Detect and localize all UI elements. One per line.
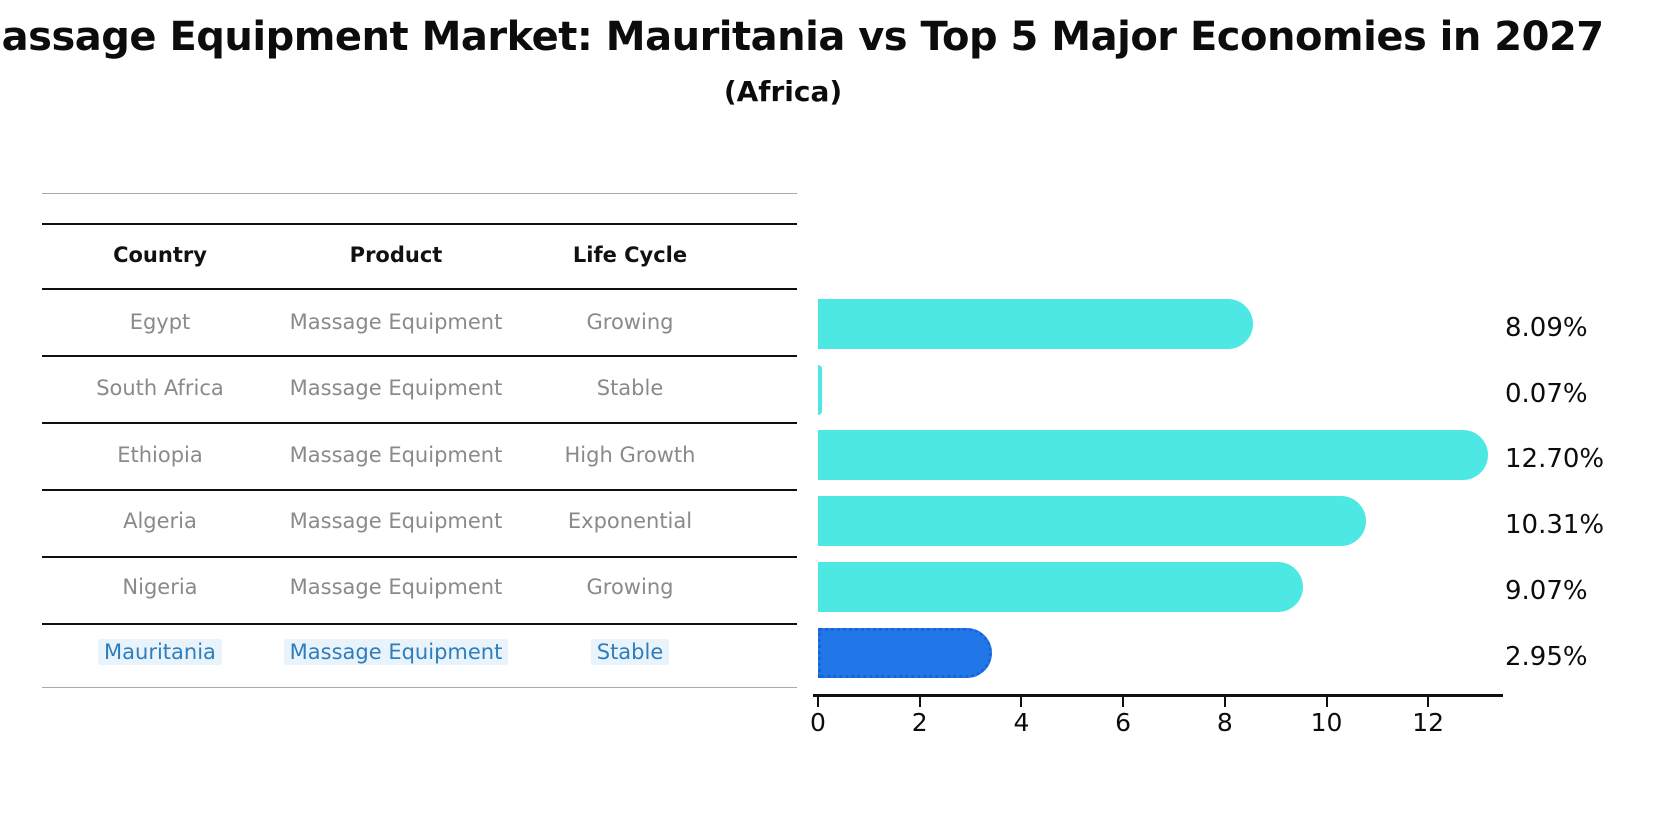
bar-highlight [818, 628, 992, 678]
x-axis-line [813, 694, 1503, 697]
table-cell-country: Nigeria [122, 575, 198, 599]
table-cell-product: Massage Equipment [289, 443, 503, 467]
table-separator-line [42, 556, 797, 558]
table-cell-product: Massage Equipment [289, 509, 503, 533]
x-axis-tick-label: 12 [1412, 708, 1445, 737]
x-axis-tick-mark [1122, 696, 1125, 707]
table-cell-country: Egypt [129, 310, 191, 334]
table-cell-product: Massage Equipment [289, 575, 503, 599]
table-separator-line [42, 223, 797, 225]
x-axis-tick-mark [1427, 696, 1430, 707]
x-axis-tick-mark [1223, 696, 1226, 707]
bar [818, 430, 1488, 480]
x-axis-tick-mark [1325, 696, 1328, 707]
table-cell-country: Mauritania [30, 636, 290, 668]
x-axis-tick-label: 0 [810, 708, 826, 737]
bar [818, 299, 1254, 349]
x-axis-tick-mark [817, 696, 819, 707]
chart-subtitle: (Africa) [723, 75, 843, 108]
table-cell-life-cycle: High Growth [564, 443, 696, 467]
bar [818, 562, 1304, 612]
table-separator-line [42, 489, 797, 491]
bar-value-label: 8.09% [1505, 313, 1588, 343]
bar-value-label: 10.31% [1505, 510, 1605, 540]
table-cell-life-cycle: Stable [596, 376, 664, 400]
bar-value-label: 2.95% [1505, 642, 1588, 672]
table-cell-country: Ethiopia [117, 443, 203, 467]
table-cell-country: Algeria [123, 509, 197, 533]
table-separator-line [42, 355, 797, 357]
table-cell-product: Massage Equipment [266, 636, 526, 668]
bar-value-label: 12.70% [1505, 444, 1605, 474]
table-separator-line [42, 623, 797, 625]
bar-value-label: 9.07% [1505, 576, 1588, 606]
x-axis-tick-label: 4 [1013, 708, 1030, 737]
x-axis-tick-mark [918, 696, 921, 707]
table-header-product: Product [349, 243, 443, 267]
x-axis-tick-label: 10 [1310, 708, 1343, 737]
table-cell-life-cycle: Exponential [567, 509, 693, 533]
table-separator-line [42, 288, 797, 290]
table-outer-line [42, 687, 797, 688]
bar [818, 365, 822, 415]
table-cell-life-cycle: Stable [500, 636, 760, 668]
x-axis-tick-mark [1020, 696, 1023, 707]
table-header-life-cycle: Life Cycle [572, 243, 688, 267]
table-header-country: Country [113, 243, 207, 267]
table-separator-line [42, 422, 797, 424]
x-axis-tick-label: 2 [911, 708, 928, 737]
bar [818, 496, 1367, 546]
table-cell-life-cycle: Growing [586, 575, 674, 599]
table-cell-country: South Africa [96, 376, 224, 400]
table-cell-life-cycle: Growing [586, 310, 674, 334]
x-axis-tick-label: 6 [1115, 708, 1132, 737]
table-outer-line [42, 193, 797, 194]
bar-value-label: 0.07% [1505, 379, 1588, 409]
x-axis-tick-label: 8 [1216, 708, 1233, 737]
table-cell-product: Massage Equipment [289, 310, 503, 334]
chart-title: Massage Equipment Market: Mauritania vs … [0, 14, 1604, 60]
table-cell-product: Massage Equipment [289, 376, 503, 400]
